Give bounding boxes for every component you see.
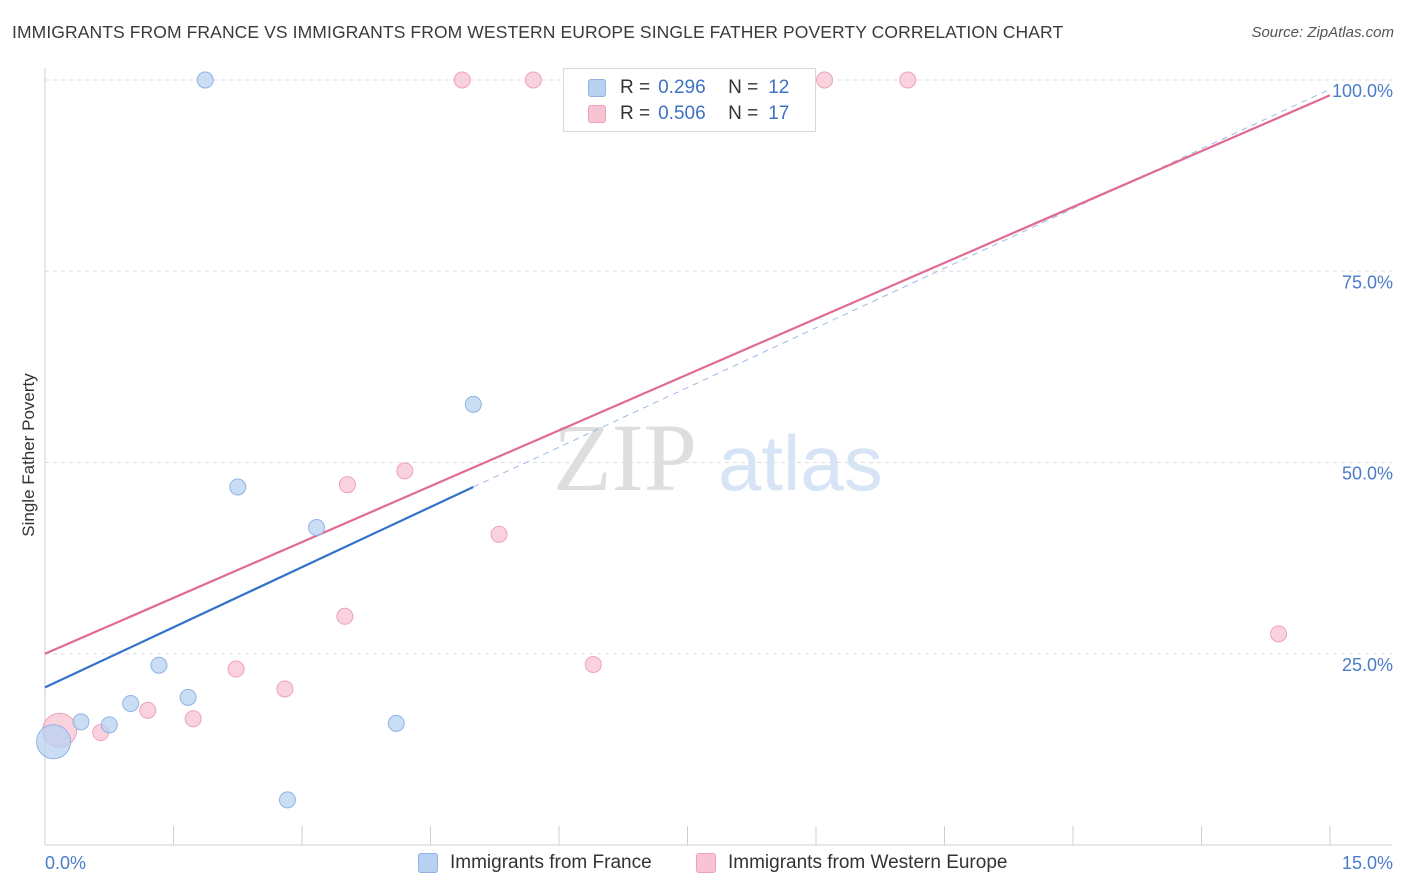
legend-r-label: R = <box>620 103 651 124</box>
y-tick-label: 25.0% <box>1342 655 1393 675</box>
point-france <box>387 714 405 732</box>
legend-swatch-western-europe <box>588 105 606 123</box>
legend-n-value: 17 <box>768 103 790 124</box>
trend-line-western-europe <box>44 94 1331 655</box>
tick-labels: 25.0% 50.0% 75.0% 100.0% 0.0% 15.0% <box>45 81 1393 873</box>
legend-label-western-europe: Immigrants from Western Europe <box>728 852 1008 873</box>
point-western-europe <box>524 71 542 89</box>
point-western-europe <box>227 660 245 678</box>
point-france <box>36 724 72 760</box>
point-western-europe <box>490 525 508 543</box>
point-france <box>122 694 140 712</box>
point-france <box>278 791 296 809</box>
x-tick-label: 0.0% <box>45 853 86 873</box>
legend-r-value: 0.506 <box>658 103 706 124</box>
watermark: ZIP atlas <box>553 404 883 511</box>
correlation-legend: R = 0.296 N = 12 R = 0.506 N = 17 <box>563 68 816 132</box>
point-france <box>179 688 197 706</box>
legend-n-value: 12 <box>768 77 790 98</box>
axes-layer <box>44 68 1392 846</box>
legend-swatch-france <box>588 79 606 97</box>
grid-layer <box>45 79 1392 655</box>
trend-lines <box>44 88 1331 689</box>
watermark-zip: ZIP <box>553 404 697 511</box>
y-tick-label: 50.0% <box>1342 464 1393 484</box>
point-western-europe <box>453 71 471 89</box>
chart-title: IMMIGRANTS FROM FRANCE VS IMMIGRANTS FRO… <box>12 22 1064 42</box>
legend-n-label: N = <box>728 77 759 98</box>
point-france <box>464 395 482 413</box>
legend-item-western-europe[interactable]: Immigrants from Western Europe <box>696 852 1007 874</box>
y-tick-label: 75.0% <box>1342 272 1393 292</box>
point-france <box>150 656 168 674</box>
legend-r-label: R = <box>620 77 651 98</box>
legend-swatch-western-europe <box>696 853 716 873</box>
legend-r-value: 0.296 <box>658 77 706 98</box>
point-western-europe <box>1270 625 1288 643</box>
point-western-europe <box>336 607 354 625</box>
legend-item-france[interactable]: Immigrants from France <box>418 852 652 874</box>
series-legend: Immigrants from France Immigrants from W… <box>0 852 1406 878</box>
trend-line-france-extrapolated <box>473 88 1331 488</box>
point-france <box>196 71 214 89</box>
y-axis-label: Single Father Poverty <box>19 373 38 537</box>
point-western-europe <box>184 710 202 728</box>
point-western-europe <box>816 71 834 89</box>
point-france <box>308 519 326 537</box>
legend-row-france: R = 0.296 N = 12 <box>588 76 789 100</box>
point-western-europe <box>899 71 917 89</box>
x-tick-label: 15.0% <box>1342 853 1393 873</box>
point-western-europe <box>276 680 294 698</box>
source-credit: Source: ZipAtlas.com <box>1251 24 1394 41</box>
trend-line-france <box>44 485 474 689</box>
point-western-europe <box>139 701 157 719</box>
point-france <box>72 713 90 731</box>
point-western-europe <box>396 462 414 480</box>
legend-swatch-france <box>418 853 438 873</box>
legend-label-france: Immigrants from France <box>450 852 652 873</box>
y-tick-label: 100.0% <box>1332 81 1393 101</box>
point-france <box>100 716 118 734</box>
legend-row-western-europe: R = 0.506 N = 17 <box>588 102 789 126</box>
watermark-atlas: atlas <box>718 419 883 507</box>
point-western-europe <box>338 476 356 494</box>
point-western-europe <box>584 655 602 673</box>
point-france <box>229 478 247 496</box>
legend-n-label: N = <box>728 103 759 124</box>
